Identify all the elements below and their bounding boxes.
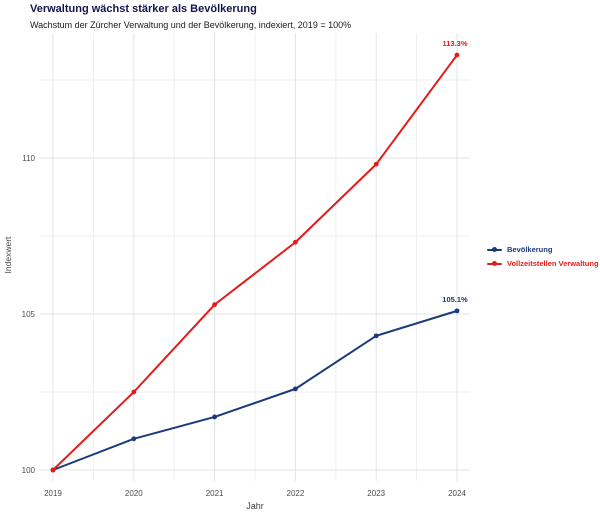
data-point [212, 414, 218, 420]
x-axis-tick-label: 2023 [367, 489, 385, 498]
x-axis-tick-label: 2021 [206, 489, 224, 498]
y-axis-tick-label: 105 [22, 310, 36, 319]
series-end-label: 105.1% [442, 295, 468, 304]
data-point [293, 239, 298, 245]
legend-label: Vollzeitstellen Verwaltung [507, 259, 599, 268]
data-point [212, 302, 218, 308]
data-point [373, 333, 379, 339]
line-point-marker-icon [487, 259, 502, 268]
x-axis-tick-label: 2024 [448, 489, 466, 498]
y-axis-tick-label: 100 [22, 466, 36, 475]
data-point [50, 467, 56, 473]
chart-subtitle: Wachstum der Zürcher Verwaltung und der … [30, 20, 352, 30]
data-point [131, 389, 137, 395]
data-point [454, 52, 460, 58]
data-point [454, 308, 460, 314]
series-line [52, 54, 458, 471]
data-point [131, 436, 137, 442]
legend: Bevölkerung Vollzeitstellen Verwaltung [487, 245, 599, 268]
line-point-marker-icon [487, 245, 502, 254]
series-line [52, 309, 458, 471]
y-axis-title: Indexwert [3, 236, 13, 274]
series-end-label: 113.3% [442, 39, 467, 48]
chart-title: Verwaltung wächst stärker als Bevölkerun… [30, 3, 257, 15]
x-axis-tick-label: 2019 [44, 489, 62, 498]
y-axis-tick-label: 110 [22, 154, 35, 163]
x-axis-tick-label: 2022 [287, 489, 305, 498]
legend-item-vollzeitstellen[interactable]: Vollzeitstellen Verwaltung [487, 259, 599, 268]
legend-label: Bevölkerung [507, 245, 553, 254]
data-point [373, 161, 379, 167]
x-axis-title: Jahr [246, 501, 264, 511]
x-axis-tick-label: 2020 [125, 489, 143, 498]
data-point [293, 386, 298, 392]
legend-item-bevoelkerung[interactable]: Bevölkerung [487, 245, 599, 254]
